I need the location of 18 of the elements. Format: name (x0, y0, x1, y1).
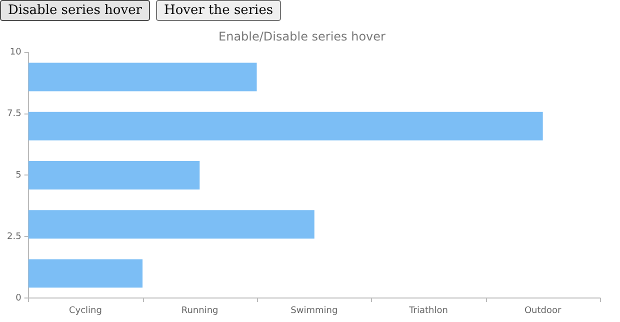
y-tick-label: 7.5 (6, 109, 22, 120)
bar (28, 210, 314, 239)
y-tick-label: 10 (10, 48, 22, 58)
text: Outdoor (524, 306, 562, 316)
bar (28, 160, 200, 190)
y-tick-label: 2.5 (6, 232, 22, 242)
bar (28, 112, 543, 140)
text: Cycling (68, 306, 102, 316)
bar (28, 259, 143, 288)
text: Swimming (290, 306, 338, 316)
bar (28, 62, 257, 92)
text: Hover the series (156, 0, 282, 21)
chart-title: Enable/Disable series hover (218, 29, 386, 44)
y-tick-label: 0 (16, 293, 22, 304)
y-tick-label: 5 (16, 170, 22, 181)
text: Running (181, 306, 218, 316)
text: Triathlon (408, 306, 448, 316)
text: Disable series hover (0, 0, 150, 21)
